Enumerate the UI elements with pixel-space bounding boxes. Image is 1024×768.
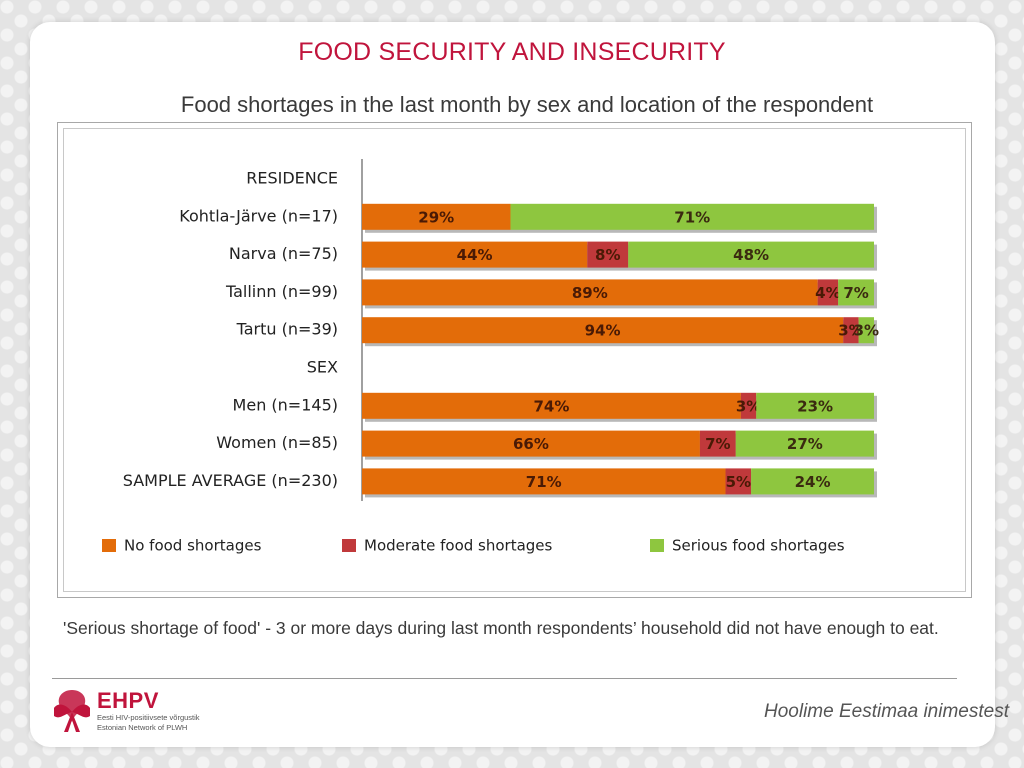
bar-moderate-food-shortages-women-n-85 xyxy=(699,430,736,457)
data-label-moderate-food-shortages-narva-n-75: 8% xyxy=(595,246,620,264)
data-label-moderate-food-shortages-men-n-145: 3% xyxy=(736,397,761,415)
legend-label-moderate-food-shortages: Moderate food shortages xyxy=(364,537,553,555)
bar-moderate-food-shortages-tallinn-n-99 xyxy=(817,279,839,306)
bar-no-food-shortages-sample-average-n-230 xyxy=(362,468,726,495)
ehpv-logo-icon xyxy=(54,690,90,732)
bar-moderate-food-shortages-narva-n-75 xyxy=(587,241,629,268)
logo-name: EHPV xyxy=(97,688,159,713)
chart-subtitle: Food shortages in the last month by sex … xyxy=(180,92,874,117)
category-label-residence: RESIDENCE xyxy=(246,169,338,188)
legend-label-no-food-shortages: No food shortages xyxy=(124,537,262,555)
data-label-moderate-food-shortages-sample-average-n-230: 5% xyxy=(726,473,751,491)
logo-subtitle-en: Estonian Network of PLWH xyxy=(97,723,188,732)
legend-label-serious-food-shortages: Serious food shortages xyxy=(672,537,845,555)
chart-area: RESIDENCE Kohtla-Järve (n=17) 29% 71% Narva … xyxy=(63,128,966,592)
data-label-serious-food-shortages-tallinn-n-99: 7% xyxy=(843,284,868,302)
data-label-no-food-shortages-women-n-85: 66% xyxy=(513,435,549,453)
data-label-serious-food-shortages-narva-n-75: 48% xyxy=(733,246,769,264)
bar-no-food-shortages-kohtla-j-rve-n-17 xyxy=(362,203,511,230)
category-label-women-n-85: Women (n=85) xyxy=(216,433,338,452)
data-label-moderate-food-shortages-tartu-n-39: 3% xyxy=(838,322,863,340)
category-label-narva-n-75: Narva (n=75) xyxy=(229,244,338,263)
category-label-tartu-n-39: Tartu (n=39) xyxy=(236,320,338,339)
bar-no-food-shortages-narva-n-75 xyxy=(362,241,588,268)
slide-title: FOOD SECURITY AND INSECURITY xyxy=(298,38,726,66)
bar-serious-food-shortages-kohtla-j-rve-n-17 xyxy=(510,203,874,230)
data-label-no-food-shortages-narva-n-75: 44% xyxy=(457,246,493,264)
bar-serious-food-shortages-tartu-n-39 xyxy=(858,317,874,344)
bar-no-food-shortages-tallinn-n-99 xyxy=(362,279,818,306)
data-label-moderate-food-shortages-tallinn-n-99: 4% xyxy=(815,284,840,302)
category-label-sex: SEX xyxy=(307,358,338,377)
category-label-kohtla-j-rve-n-17: Kohtla-Järve (n=17) xyxy=(179,206,338,225)
category-label-men-n-145: Men (n=145) xyxy=(233,395,338,414)
footer-slogan: Hoolime Eestimaa inimestest xyxy=(764,701,1009,722)
stacked-bar-chart: RESIDENCE Kohtla-Järve (n=17) 29% 71% Narva … xyxy=(102,159,879,555)
bar-serious-food-shortages-narva-n-75 xyxy=(628,241,874,268)
legend-swatch-no-food-shortages xyxy=(102,539,116,552)
bar-serious-food-shortages-tallinn-n-99 xyxy=(838,279,874,306)
legend-swatch-moderate-food-shortages xyxy=(342,539,356,552)
data-label-no-food-shortages-kohtla-j-rve-n-17: 29% xyxy=(418,208,454,226)
category-label-tallinn-n-99: Tallinn (n=99) xyxy=(225,282,338,301)
legend-swatch-serious-food-shortages xyxy=(650,539,664,552)
bar-no-food-shortages-tartu-n-39 xyxy=(362,317,844,344)
data-label-no-food-shortages-men-n-145: 74% xyxy=(533,397,569,415)
data-label-serious-food-shortages-men-n-145: 23% xyxy=(797,397,833,415)
data-label-serious-food-shortages-kohtla-j-rve-n-17: 71% xyxy=(674,208,710,226)
bar-moderate-food-shortages-tartu-n-39 xyxy=(843,317,859,344)
data-label-moderate-food-shortages-women-n-85: 7% xyxy=(705,435,730,453)
data-label-no-food-shortages-tallinn-n-99: 89% xyxy=(572,284,608,302)
bar-serious-food-shortages-women-n-85 xyxy=(735,430,874,457)
data-label-no-food-shortages-sample-average-n-230: 71% xyxy=(526,473,562,491)
data-label-serious-food-shortages-women-n-85: 27% xyxy=(787,435,823,453)
data-label-serious-food-shortages-sample-average-n-230: 24% xyxy=(795,473,831,491)
data-label-serious-food-shortages-tartu-n-39: 3% xyxy=(854,322,879,340)
bar-moderate-food-shortages-sample-average-n-230 xyxy=(725,468,752,495)
definition-note: 'Serious shortage of food' - 3 or more d… xyxy=(63,618,939,638)
bar-serious-food-shortages-men-n-145 xyxy=(756,392,874,419)
logo-subtitle-et: Eesti HIV-positiivsete võrgustik xyxy=(97,713,200,722)
footer-divider xyxy=(52,678,957,679)
category-label-sample-average-n-230: SAMPLE AVERAGE (n=230) xyxy=(123,471,338,490)
bar-serious-food-shortages-sample-average-n-230 xyxy=(751,468,874,495)
data-label-no-food-shortages-tartu-n-39: 94% xyxy=(585,322,621,340)
bar-no-food-shortages-women-n-85 xyxy=(362,430,700,457)
bar-moderate-food-shortages-men-n-145 xyxy=(740,392,757,419)
bar-no-food-shortages-men-n-145 xyxy=(362,392,741,419)
